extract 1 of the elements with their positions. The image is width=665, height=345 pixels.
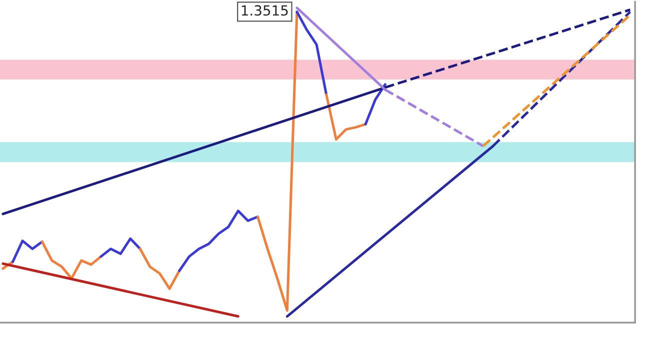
- annotation: 1.3515: [242, 5, 288, 16]
